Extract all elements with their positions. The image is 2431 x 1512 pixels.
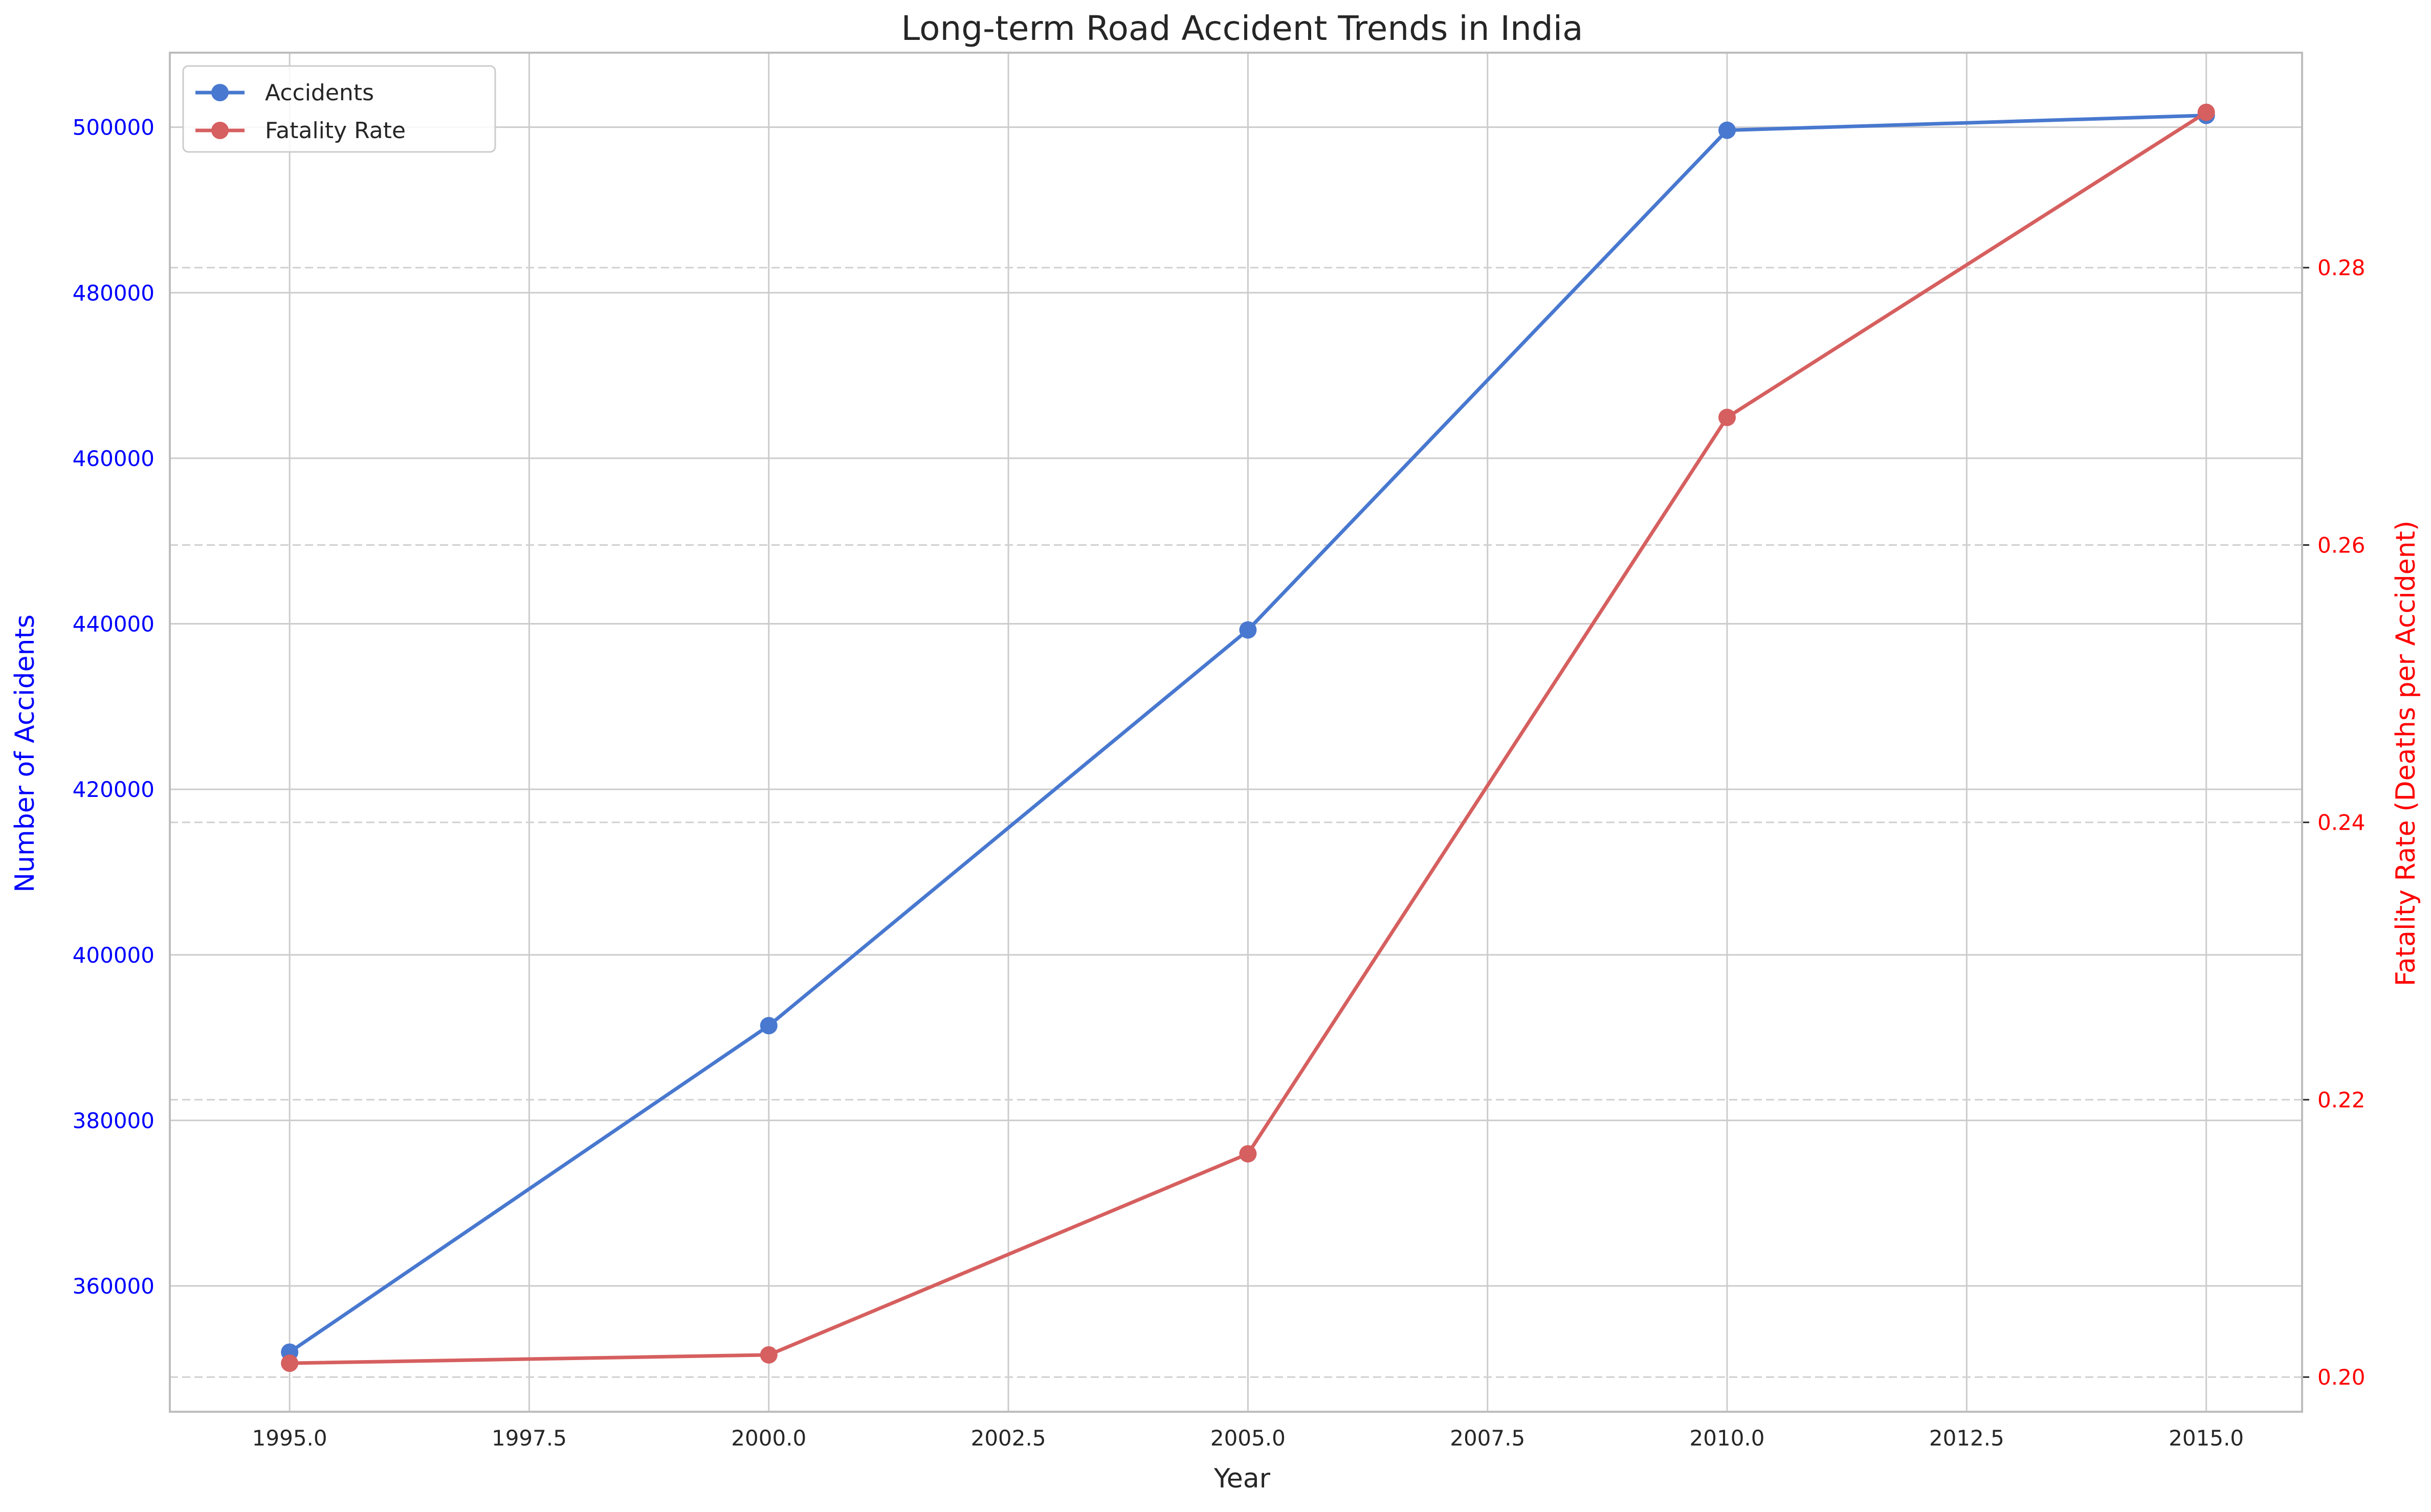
y-tick-label-right: 0.20 — [2317, 1365, 2366, 1390]
data-point-accidents — [1239, 621, 1257, 639]
legend: Accidents Fatality Rate — [182, 65, 496, 153]
x-tick-label: 1997.5 — [492, 1426, 567, 1451]
y-tick-label-right: 0.26 — [2317, 532, 2366, 558]
x-tick-label: 2007.5 — [1450, 1426, 1525, 1451]
x-tick-label: 2015.0 — [2169, 1426, 2244, 1451]
x-tick-label: 2010.0 — [1690, 1426, 1765, 1451]
axes-layer: 1995.0 1997.5 2000.0 2002.5 2005.0 2007.5 2010… — [73, 52, 2366, 1451]
data-point-fatality-rate — [1239, 1145, 1257, 1163]
grid-layer — [170, 53, 2302, 1412]
y-tick-label-left: 360000 — [73, 1274, 154, 1299]
x-tick-label: 2002.5 — [971, 1426, 1046, 1451]
legend-label-fatality-rate: Fatality Rate — [265, 118, 406, 144]
y-axis-label-right: Fatality Rate (Deaths per Accident) — [2391, 521, 2421, 987]
data-point-fatality-rate — [1718, 409, 1736, 427]
legend-marker-accidents — [211, 84, 229, 101]
x-tick-label: 2012.5 — [1929, 1426, 2004, 1451]
y-tick-label-left: 460000 — [73, 446, 154, 471]
x-tick-label: 2000.0 — [731, 1426, 806, 1451]
x-axis-label: Year — [1213, 1463, 1271, 1494]
y-tick-label-left: 440000 — [73, 612, 154, 637]
y-tick-label-left: 420000 — [73, 777, 154, 802]
legend-label-accidents: Accidents — [265, 80, 374, 106]
data-point-fatality-rate — [760, 1346, 778, 1364]
series-layer — [281, 103, 2215, 1372]
y-tick-label-right: 0.28 — [2317, 255, 2366, 280]
legend-marker-fatality-rate — [211, 122, 229, 139]
chart-title: Long-term Road Accident Trends in India — [901, 9, 1583, 48]
y-tick-label-left: 380000 — [73, 1108, 154, 1133]
y-axis-label-left: Number of Accidents — [10, 614, 40, 893]
x-tick-label: 1995.0 — [252, 1426, 327, 1451]
y-tick-label-right: 0.22 — [2317, 1087, 2366, 1113]
y-tick-label-left: 500000 — [73, 115, 154, 140]
labels-layer: Long-term Road Accident Trends in India … — [10, 9, 2421, 1494]
y-tick-label-left: 400000 — [73, 943, 154, 968]
y-tick-label-left: 480000 — [73, 280, 154, 305]
x-tick-label: 2005.0 — [1210, 1426, 1286, 1451]
data-point-fatality-rate — [281, 1354, 299, 1372]
y-tick-label-right: 0.24 — [2317, 810, 2366, 835]
data-point-accidents — [1718, 121, 1736, 139]
data-point-fatality-rate — [2197, 103, 2215, 121]
plot-frame — [169, 52, 2303, 1413]
data-point-accidents — [760, 1017, 778, 1035]
legend-box — [182, 65, 496, 153]
